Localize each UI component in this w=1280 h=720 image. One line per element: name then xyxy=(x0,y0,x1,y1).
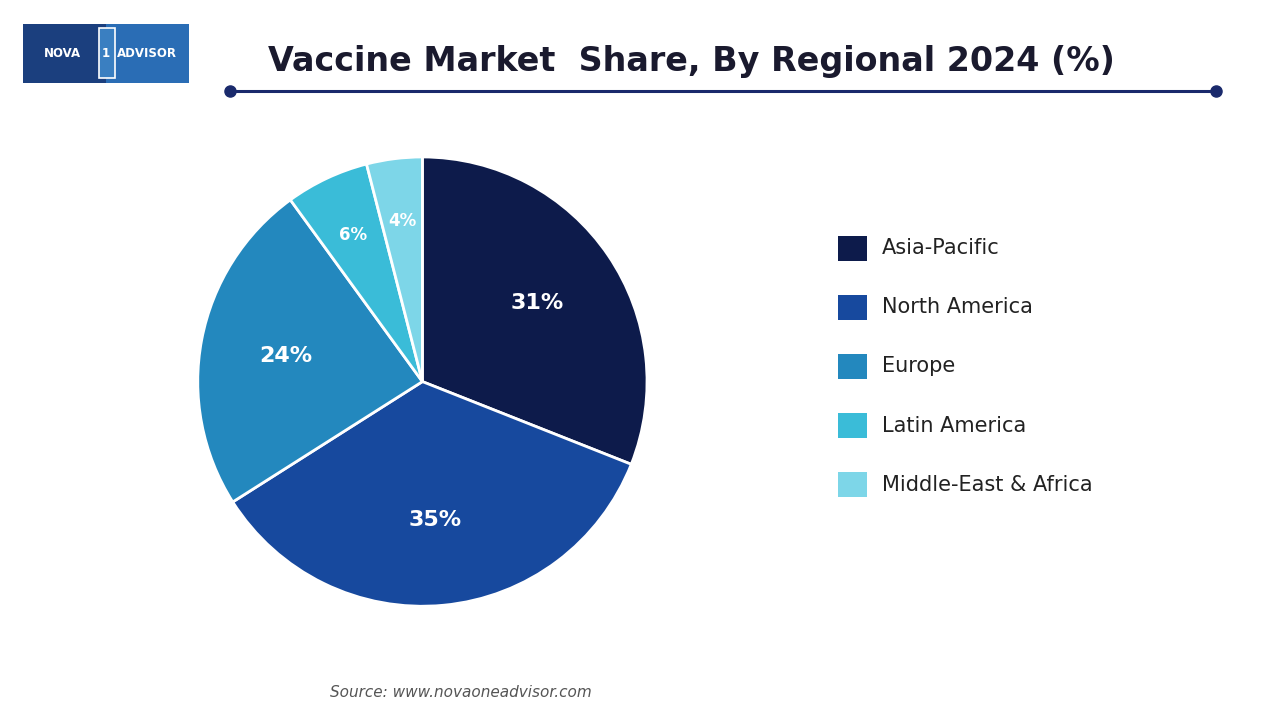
Text: NOVA: NOVA xyxy=(44,47,81,60)
Wedge shape xyxy=(291,164,422,382)
Text: 35%: 35% xyxy=(408,510,462,530)
Bar xyxy=(99,29,115,78)
Wedge shape xyxy=(422,157,646,464)
Text: Vaccine Market  Share, By Regional 2024 (%): Vaccine Market Share, By Regional 2024 (… xyxy=(268,45,1115,78)
Bar xyxy=(23,24,106,83)
Wedge shape xyxy=(366,157,422,382)
Text: Middle-East & Africa: Middle-East & Africa xyxy=(882,474,1093,495)
Text: 31%: 31% xyxy=(511,293,564,313)
Text: North America: North America xyxy=(882,297,1033,318)
Text: Europe: Europe xyxy=(882,356,955,377)
Text: Asia-Pacific: Asia-Pacific xyxy=(882,238,1000,258)
Text: 4%: 4% xyxy=(388,212,416,230)
Text: ADVISOR: ADVISOR xyxy=(116,47,177,60)
Text: 1: 1 xyxy=(102,47,110,60)
Text: Latin America: Latin America xyxy=(882,415,1027,436)
Text: Source: www.novaoneadvisor.com: Source: www.novaoneadvisor.com xyxy=(330,685,591,700)
Wedge shape xyxy=(198,200,422,502)
Text: 6%: 6% xyxy=(339,226,367,244)
Text: 24%: 24% xyxy=(259,346,312,366)
Wedge shape xyxy=(233,382,631,606)
